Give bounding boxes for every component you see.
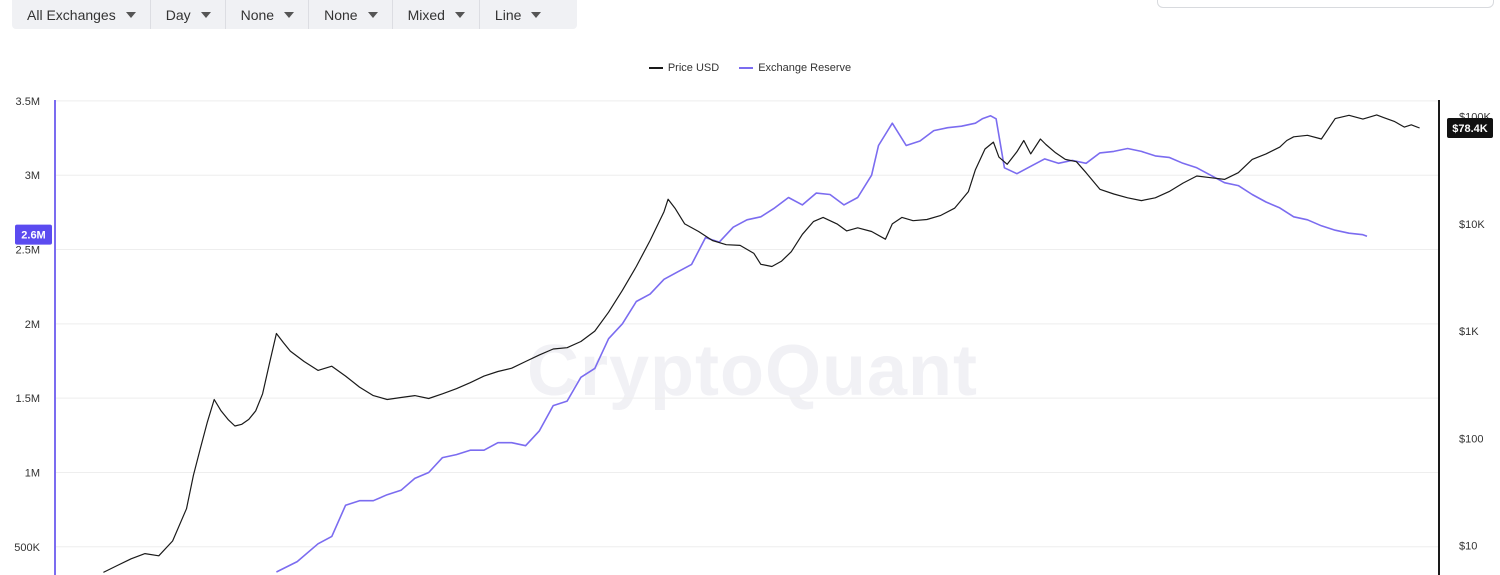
legend-label-price: Price USD <box>667 62 720 74</box>
moving-average-dropdown-label: None <box>240 6 275 23</box>
scale-dropdown-label: Mixed <box>407 6 445 23</box>
chevron-down-icon <box>367 11 378 18</box>
scale-dropdown[interactable]: Mixed <box>393 0 480 29</box>
filter-toolbar: All Exchanges Day None None Mixed Line <box>12 0 577 29</box>
interval-dropdown-label: Day <box>165 6 191 23</box>
chevron-down-icon <box>531 11 542 18</box>
left-tick-label: 3.5M <box>16 96 40 108</box>
left-tick-label: 500K <box>14 542 40 554</box>
series-lines <box>103 114 1420 573</box>
chevron-down-icon <box>284 11 295 18</box>
search-input[interactable] <box>1157 0 1494 8</box>
moving-average-dropdown[interactable]: None <box>226 0 310 29</box>
price-usd-line <box>103 114 1420 573</box>
right-tick-label: $10 <box>1459 540 1477 552</box>
chart-type-dropdown-label: Line <box>494 6 522 23</box>
current-value-badges: 2.6M $78.4K <box>15 118 1493 245</box>
left-tick-label: 2M <box>25 319 40 331</box>
reserve-current-badge <box>15 224 52 245</box>
grid-lines <box>55 100 1439 548</box>
right-tick-label: $1K <box>1459 326 1479 338</box>
legend-swatch-price <box>648 67 663 69</box>
exchange-dropdown-label: All Exchanges <box>27 6 116 23</box>
chevron-down-icon <box>454 11 465 18</box>
axes <box>54 100 1440 575</box>
chart-type-dropdown[interactable]: Line <box>480 0 555 29</box>
reserve-current-value: 2.6M <box>21 230 45 242</box>
price-current-value: $78.4K <box>1452 123 1488 135</box>
legend-label-reserve: Exchange Reserve <box>758 62 852 74</box>
legend-item-reserve[interactable]: Exchange Reserve <box>739 62 851 74</box>
exchange-dropdown[interactable]: All Exchanges <box>12 0 151 29</box>
indicator-dropdown[interactable]: None <box>309 0 393 29</box>
left-tick-label: 1M <box>25 467 40 479</box>
interval-dropdown[interactable]: Day <box>151 0 226 29</box>
chart-legend: Price USD Exchange Reserve <box>0 62 1500 74</box>
left-tick-label: 3M <box>25 170 40 182</box>
indicator-dropdown-label: None <box>324 6 358 23</box>
tick-labels: 500K1M1.5M2M2.5M3M3.5M$10$100$1K$10K$100… <box>14 96 1491 554</box>
right-tick-label: $100 <box>1459 433 1483 445</box>
price-current-badge <box>1447 118 1493 139</box>
chevron-down-icon <box>125 11 136 18</box>
exchange-reserve-line <box>276 115 1368 573</box>
left-tick-label: 1.5M <box>16 393 40 405</box>
left-tick-label: 2.5M <box>16 245 40 257</box>
chevron-down-icon <box>200 11 211 18</box>
legend-swatch-reserve <box>739 67 754 69</box>
legend-item-price[interactable]: Price USD <box>648 62 720 74</box>
right-tick-label: $10K <box>1459 219 1485 231</box>
